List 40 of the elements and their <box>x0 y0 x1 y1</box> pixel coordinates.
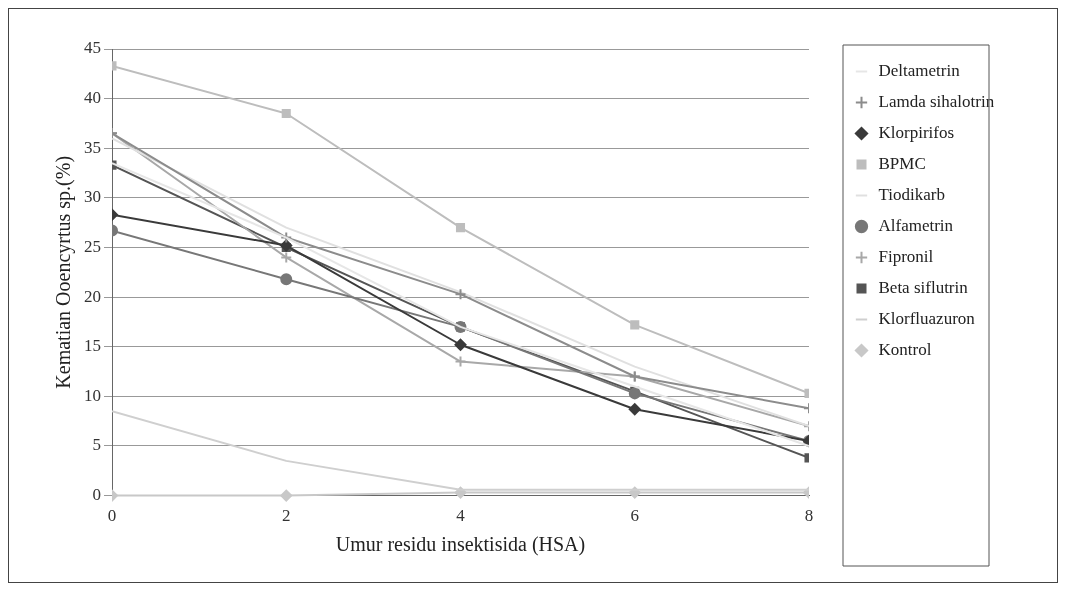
point <box>628 403 641 416</box>
y-axis-title: Kematian Ooencyrtus sp.(%) <box>52 155 76 389</box>
point <box>454 338 467 351</box>
point <box>455 223 466 233</box>
point <box>454 288 467 301</box>
legend-label: BPMC <box>878 153 926 173</box>
x-tick-label: 4 <box>456 506 466 526</box>
legend-label: Tiodikarb <box>878 184 945 204</box>
y-tick-label: 25 <box>84 236 101 256</box>
y-tick-label: 10 <box>84 385 101 405</box>
point <box>281 108 291 119</box>
x-tick-label: 8 <box>804 506 814 526</box>
x-tick-label: 6 <box>630 506 639 526</box>
point <box>454 486 467 499</box>
legend-label: Alfametrin <box>878 215 954 235</box>
legend-label: Klorfluazuron <box>878 308 976 328</box>
x-tick-label: 0 <box>107 506 117 526</box>
x-axis-title: Umur residu insektisida (HSA) <box>335 533 586 557</box>
y-tick-label: 0 <box>92 485 101 505</box>
point <box>280 489 293 502</box>
legend-label: Lamda sihalotrin <box>878 91 995 111</box>
legend-label: Kontrol <box>878 339 932 359</box>
point <box>280 273 293 286</box>
point <box>280 231 293 244</box>
point <box>630 320 640 330</box>
y-tick-label: 35 <box>84 137 101 157</box>
legend-label: Beta siflutrin <box>878 277 969 297</box>
y-tick-label: 20 <box>84 286 101 306</box>
legend-label: Deltametrin <box>878 60 961 80</box>
legend-label: Klorpirifos <box>878 122 955 142</box>
x-tick-label: 2 <box>282 506 291 526</box>
y-tick-label: 45 <box>84 38 101 58</box>
y-tick-label: 40 <box>84 88 101 108</box>
legend-label: Fipronil <box>878 246 934 266</box>
point <box>628 387 641 400</box>
y-tick-label: 30 <box>84 187 101 207</box>
point <box>280 251 293 264</box>
y-tick-label: 15 <box>84 336 101 356</box>
y-tick-label: 5 <box>92 435 101 455</box>
point <box>454 355 467 368</box>
